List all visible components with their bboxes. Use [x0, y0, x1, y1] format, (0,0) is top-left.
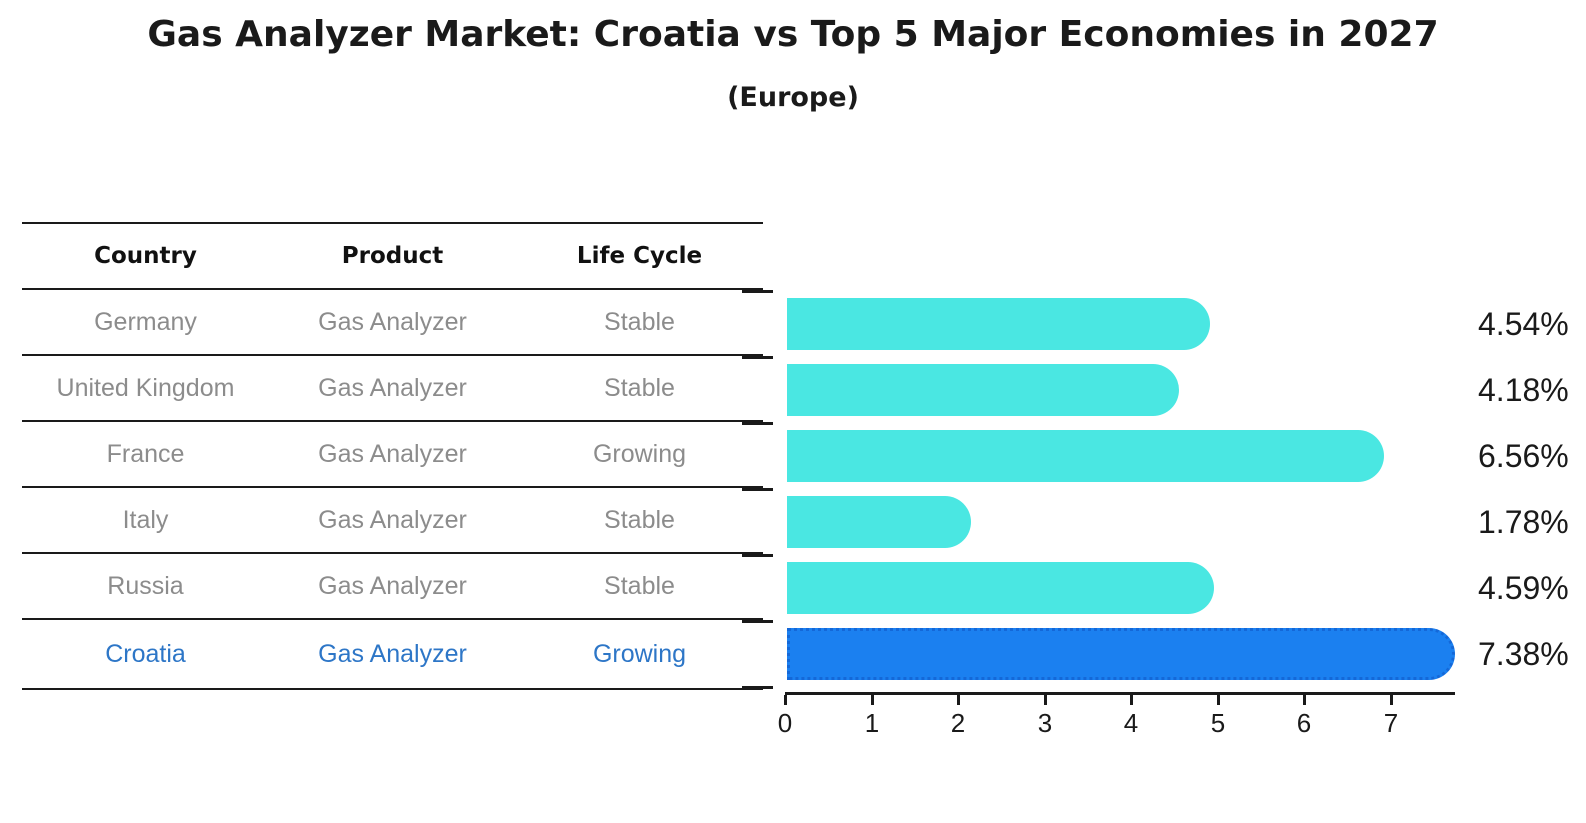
bar-value-label: 4.54% — [1478, 306, 1569, 342]
cell-life-cycle: Stable — [604, 307, 675, 336]
x-axis-tick — [1044, 695, 1047, 705]
bar-united-kingdom — [787, 364, 1179, 416]
cell-country: Croatia — [105, 639, 186, 668]
y-axis-tick — [742, 554, 773, 557]
x-axis-tick — [957, 695, 960, 705]
table-row-france: France Gas Analyzer Growing — [22, 420, 763, 486]
column-header-country: Country — [94, 243, 197, 269]
cell-product: Gas Analyzer — [318, 373, 467, 402]
table-header-row: Country Product Life Cycle — [22, 222, 763, 288]
cell-product: Gas Analyzer — [318, 571, 467, 600]
x-axis-tick-label: 0 — [777, 708, 793, 738]
cell-life-cycle: Stable — [604, 373, 675, 402]
table-row-italy: Italy Gas Analyzer Stable — [22, 486, 763, 552]
x-axis-tick — [1390, 695, 1393, 705]
cell-product: Gas Analyzer — [318, 639, 467, 668]
bar-value-label: 6.56% — [1478, 438, 1569, 474]
x-axis-tick-label: 3 — [1037, 708, 1053, 738]
x-axis-tick — [1303, 695, 1306, 705]
cell-country: France — [106, 439, 185, 468]
y-axis-tick — [742, 620, 773, 623]
x-axis-tick-label: 4 — [1123, 708, 1139, 738]
bar-value-label: 4.18% — [1478, 372, 1569, 408]
bar-value-label: 7.38% — [1478, 636, 1569, 672]
y-axis-tick — [742, 488, 773, 491]
bar-value-label: 4.59% — [1478, 570, 1569, 606]
chart-subtitle: (Europe) — [727, 82, 859, 113]
x-axis-tick-label: 7 — [1383, 708, 1399, 738]
table-row-russia: Russia Gas Analyzer Stable — [22, 552, 763, 618]
y-axis-tick — [742, 356, 773, 359]
chart-title: Gas Analyzer Market: Croatia vs Top 5 Ma… — [147, 14, 1439, 55]
column-header-product: Product — [341, 243, 444, 269]
table-row-germany: Germany Gas Analyzer Stable — [22, 288, 763, 354]
y-axis-tick — [742, 686, 773, 689]
x-axis-tick-label: 5 — [1210, 708, 1226, 738]
cell-life-cycle: Growing — [592, 439, 687, 468]
cell-country: Germany — [94, 307, 197, 336]
x-axis-tick — [1130, 695, 1133, 705]
y-axis-tick — [742, 422, 773, 425]
country-table: Country Product Life Cycle Germany Gas Analy… — [22, 222, 763, 690]
bar-russia — [787, 562, 1214, 614]
x-axis-tick — [784, 695, 787, 705]
x-axis-tick — [1217, 695, 1220, 705]
y-axis-tick — [742, 290, 773, 293]
cell-product: Gas Analyzer — [318, 307, 467, 336]
cell-country: Russia — [107, 571, 184, 600]
column-header-life-cycle: Life Cycle — [576, 243, 703, 269]
x-axis-tick-label: 2 — [950, 708, 966, 738]
cell-country: United Kingdom — [56, 373, 235, 402]
bar-croatia — [787, 628, 1455, 680]
cell-life-cycle: Stable — [604, 505, 675, 534]
cell-product: Gas Analyzer — [318, 439, 467, 468]
cell-country: Italy — [122, 505, 169, 534]
cell-life-cycle: Stable — [604, 571, 675, 600]
bar-value-label: 1.78% — [1478, 504, 1569, 540]
table-row-croatia: Croatia Gas Analyzer Growing — [22, 618, 763, 690]
cell-product: Gas Analyzer — [318, 505, 467, 534]
x-axis-tick-label: 1 — [864, 708, 880, 738]
x-axis-tick — [871, 695, 874, 705]
table-row-united-kingdom: United Kingdom Gas Analyzer Stable — [22, 354, 763, 420]
bar-france — [787, 430, 1384, 482]
x-axis-line — [785, 692, 1455, 695]
cell-life-cycle: Growing — [592, 639, 687, 668]
bar-germany — [787, 298, 1210, 350]
x-axis-tick-label: 6 — [1296, 708, 1312, 738]
bar-italy — [787, 496, 971, 548]
